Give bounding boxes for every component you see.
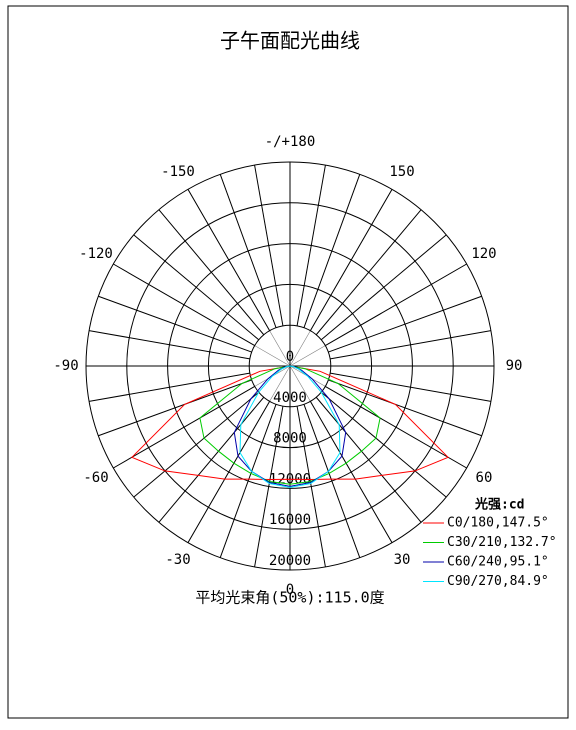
angle-tick-label: 60 (476, 470, 493, 486)
spoke (328, 379, 482, 437)
angle-tick-label: 120 (471, 246, 496, 262)
series-line (131, 365, 449, 481)
angle-tick-label: -30 (165, 552, 190, 568)
angle-grid-line (187, 189, 291, 367)
angle-tick-label: -150 (161, 164, 195, 180)
r-tick-label: 8000 (273, 431, 307, 447)
angle-grid-line (187, 365, 291, 543)
spoke (320, 391, 447, 498)
spoke (158, 396, 265, 523)
r-tick-label: 20000 (269, 553, 311, 569)
spoke (315, 209, 422, 336)
angle-grid-line (289, 189, 393, 367)
legend-label: C60/240,95.1° (447, 555, 549, 570)
legend-label: C0/180,147.5° (447, 516, 549, 531)
angle-tick-label: -60 (83, 470, 108, 486)
angle-tick-label: -90 (53, 358, 78, 374)
series-line (239, 365, 341, 488)
spoke (330, 330, 491, 360)
series-line (199, 365, 381, 485)
spoke (303, 404, 361, 558)
angle-tick-label: 0 (286, 582, 294, 598)
legend-title: 光强:cd (474, 497, 524, 513)
spoke (98, 295, 252, 353)
spoke (330, 372, 491, 402)
spoke (296, 406, 326, 567)
angle-grid-line (289, 263, 467, 367)
spoke (158, 209, 265, 336)
r-tick-label: 16000 (269, 512, 311, 528)
spoke (296, 165, 326, 326)
angle-tick-label: -120 (79, 246, 113, 262)
legend-label: C30/210,132.7° (447, 535, 557, 550)
spoke (315, 396, 422, 523)
spoke (303, 174, 361, 328)
spoke (98, 379, 252, 437)
spoke (219, 174, 277, 328)
angle-tick-label: 150 (389, 164, 414, 180)
legend-label: C90/270,84.9° (447, 574, 549, 589)
angle-tick-label: 30 (394, 552, 411, 568)
footer: 平均光束角(50%):115.0度 (195, 589, 384, 607)
spoke (89, 372, 250, 402)
angle-grid-line (113, 263, 291, 367)
spoke (89, 330, 250, 360)
angle-tick-label: -/+180 (265, 134, 316, 150)
spoke (133, 234, 260, 341)
spoke (328, 295, 482, 353)
spoke (254, 165, 284, 326)
r-tick-label: 4000 (273, 390, 307, 406)
spoke (133, 391, 260, 498)
spoke (320, 234, 447, 341)
chart-title: 子午面配光曲线 (220, 29, 360, 53)
angle-grid-line (289, 365, 393, 543)
series-line (233, 365, 347, 487)
spoke (219, 404, 277, 558)
angle-tick-label: 90 (506, 358, 523, 374)
spoke (254, 406, 284, 567)
r-tick-label: 0 (286, 349, 294, 365)
